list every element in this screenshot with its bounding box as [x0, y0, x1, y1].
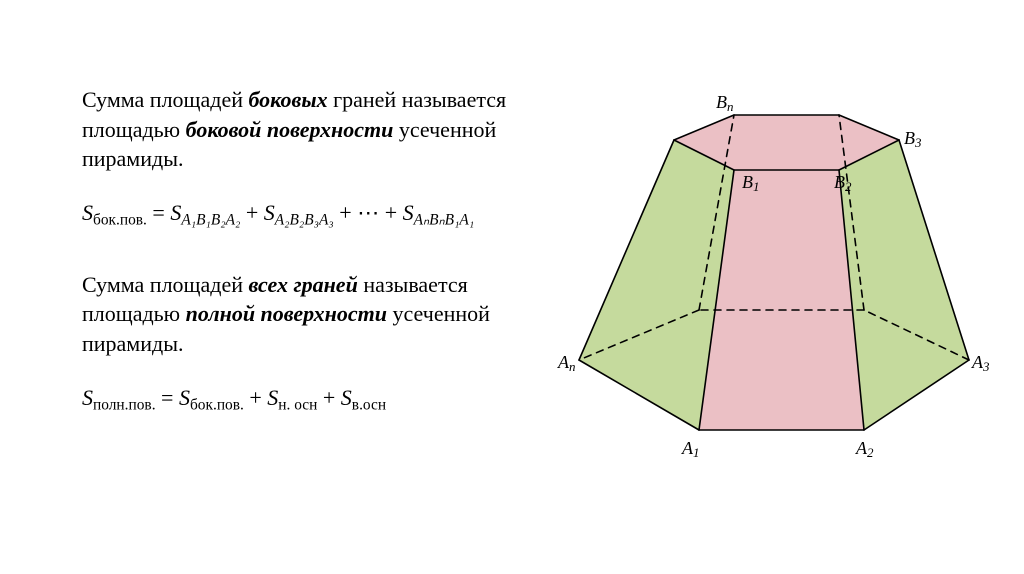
p2-s0: Сумма площадей	[82, 272, 248, 297]
frustum-diagram: AnA1A2A3B1B2B3Bn	[564, 60, 984, 480]
slide-root: { "text": { "para1_parts": [ "Сумма площ…	[0, 0, 1024, 574]
S: S	[82, 385, 93, 410]
p1-s3: боковой поверхности	[186, 117, 394, 142]
formula-total-area: Sполн.пов. = Sбок.пов. + Sн. осн + Sв.ос…	[82, 385, 552, 415]
sub-bok: бок.пов.	[93, 212, 147, 229]
vertex-label: A1	[682, 438, 699, 461]
S: S	[267, 385, 278, 410]
p1-s0: Сумма площадей	[82, 87, 248, 112]
plus: +	[246, 200, 264, 225]
p2-s3: полной поверхности	[186, 301, 387, 326]
sub-t1: A₁B₁B₂A₂	[181, 212, 240, 229]
sub-tn: AₙBₙB₁A₁	[414, 212, 475, 229]
S: S	[179, 385, 190, 410]
vertex-label: An	[558, 352, 575, 375]
S: S	[403, 200, 414, 225]
vertex-label: Bn	[716, 92, 733, 115]
plus: +	[323, 385, 341, 410]
formula-lateral-area: Sбок.пов. = SA₁B₁B₂A₂ + SA₂B₂B₃A₃ + ⋯ + …	[82, 200, 552, 230]
vertex-label: A3	[972, 352, 989, 375]
paragraph-lateral-surface: Сумма площадей боковых граней называется…	[82, 85, 552, 174]
sub-poln: полн.пов.	[93, 396, 156, 413]
eq2: =	[161, 385, 179, 410]
p2-s1: всех граней	[248, 272, 357, 297]
eq1: =	[152, 200, 170, 225]
paragraph-total-surface: Сумма площадей всех граней называется пл…	[82, 270, 552, 359]
cdots: + ⋯ +	[339, 200, 402, 225]
S: S	[341, 385, 352, 410]
text-column: Сумма площадей боковых граней называется…	[82, 85, 552, 454]
plus: +	[249, 385, 267, 410]
vertex-label: B3	[904, 128, 921, 151]
frustum-svg	[564, 60, 984, 480]
S: S	[264, 200, 275, 225]
vertex-label: B2	[834, 172, 851, 195]
sub-t2: A₂B₂B₃A₃	[275, 212, 334, 229]
vertex-label: A2	[856, 438, 873, 461]
S: S	[170, 200, 181, 225]
vertex-label: B1	[742, 172, 759, 195]
sub-bok2: бок.пов.	[190, 396, 244, 413]
p1-s1: боковых	[248, 87, 327, 112]
sub-nosn: н. осн	[278, 396, 317, 413]
sub-vosn: в.осн	[352, 396, 386, 413]
S: S	[82, 200, 93, 225]
